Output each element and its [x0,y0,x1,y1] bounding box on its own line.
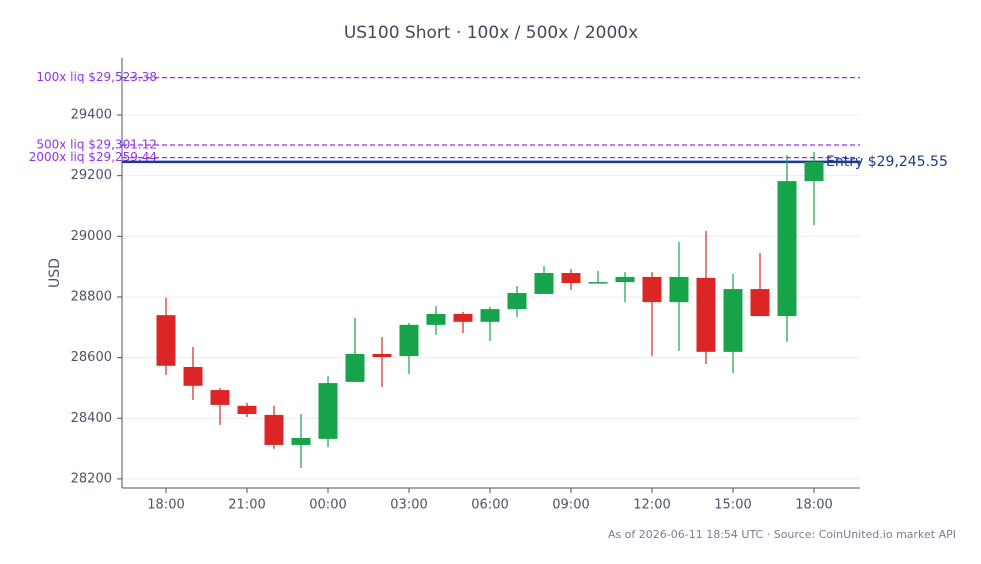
y-tick-label: 28800 [71,289,112,304]
candle-body [453,313,473,322]
candle-body [237,405,257,415]
x-tick-label: 12:00 [633,498,670,513]
y-tick-label: 28600 [71,350,112,365]
candle-body [669,276,689,303]
candle-body [426,313,446,325]
candle-body [804,162,824,182]
footer: As of 2026-06-11 18:54 UTC · Source: Coi… [608,528,956,541]
x-tick-label: 21:00 [228,498,265,513]
candle-body [318,383,338,439]
y-tick-label: 29200 [71,168,112,183]
candle-body [210,390,230,405]
x-tick-label: 03:00 [390,498,427,513]
candle-body [696,277,716,352]
x-tick-label: 18:00 [147,498,184,513]
candle-body [750,289,770,317]
x-tick-label: 18:00 [795,498,832,513]
chart-title: US100 Short · 100x / 500x / 2000x [344,23,638,43]
y-tick-label: 29400 [71,108,112,123]
candle-body [291,437,311,445]
entry-label: Entry $29,245.55 [826,154,948,170]
liquidation-label: 500x liq $29,301.12 [36,137,157,151]
x-tick-label: 09:00 [552,498,589,513]
candle-body [183,367,203,386]
candle-body [345,353,365,382]
candle-body [534,273,554,294]
x-tick-label: 00:00 [309,498,346,513]
candle-body [588,282,608,284]
y-tick-label: 29000 [71,229,112,244]
candle-body [642,276,662,303]
candle-body [480,309,500,322]
candle-body [507,293,527,310]
y-tick-label: 28200 [71,471,112,486]
candle-body [399,324,419,357]
candle-body [561,273,581,284]
candle-body [156,315,176,366]
candle-body [372,353,392,357]
x-tick-label: 15:00 [714,498,751,513]
candle-body [264,414,284,445]
candle-body [615,276,635,283]
candle-body [723,289,743,352]
candle-body [777,181,797,317]
y-tick-label: 28400 [71,411,112,426]
x-tick-label: 06:00 [471,498,508,513]
liquidation-label: 100x liq $29,523.38 [36,70,157,84]
y-axis-label: USD [47,258,63,288]
